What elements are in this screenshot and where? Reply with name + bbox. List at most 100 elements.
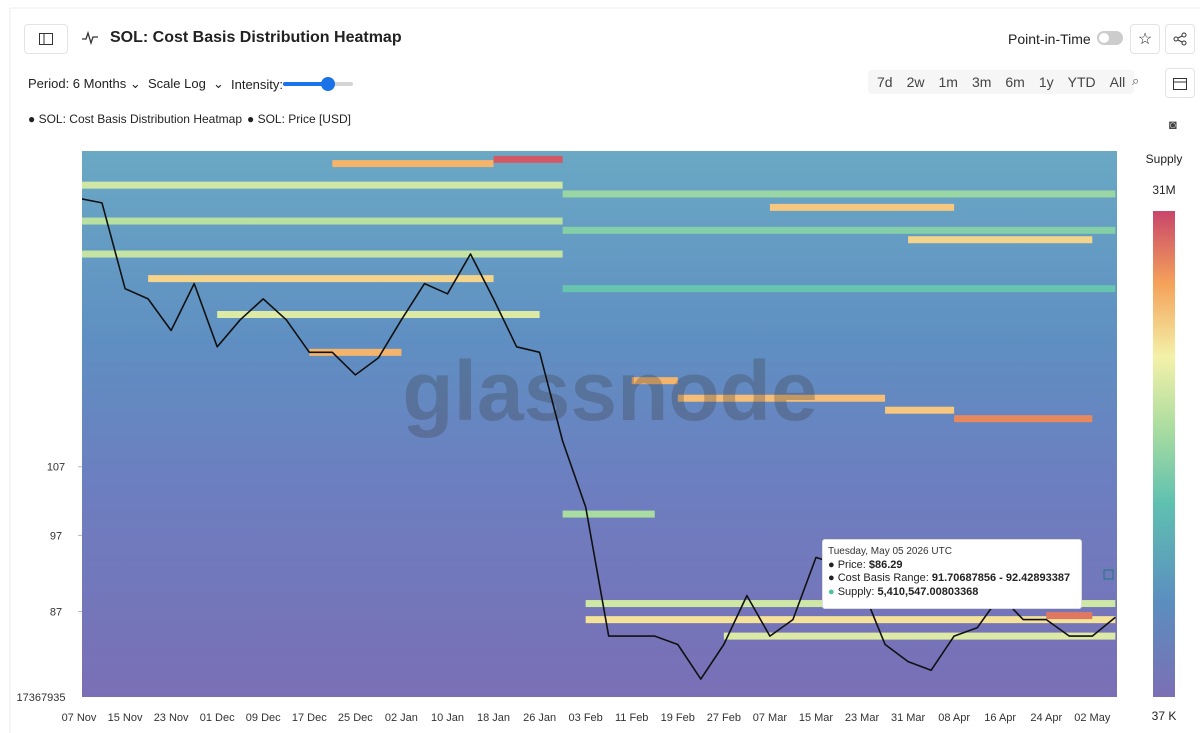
tooltip-row: ● Supply: 5,410,547.00803368 bbox=[828, 585, 979, 598]
hover-marker bbox=[1103, 569, 1114, 580]
heatmap-band bbox=[562, 190, 1116, 198]
calendar-button[interactable] bbox=[1165, 68, 1195, 98]
point-in-time-label: Point-in-Time bbox=[1008, 31, 1091, 47]
x-tick-label: 17 Dec bbox=[292, 712, 327, 724]
x-tick-label: 18 Jan bbox=[477, 712, 510, 724]
x-tick-label: 31 Mar bbox=[891, 712, 926, 724]
tooltip: Tuesday, May 05 2026 UTC ● Price: $86.29… bbox=[822, 539, 1082, 609]
scale-select[interactable]: Scale Log ⌄ bbox=[148, 76, 224, 91]
heatmap-band bbox=[585, 616, 1116, 624]
tooltip-row: ● Price: $86.29 bbox=[828, 558, 903, 571]
tooltip-date: Tuesday, May 05 2026 UTC bbox=[828, 546, 952, 557]
heatmap-band bbox=[82, 250, 563, 258]
y-tick-label: 107 bbox=[47, 462, 65, 474]
period-label: Period: 6 Months bbox=[28, 76, 127, 91]
x-tick-label: 24 Apr bbox=[1030, 712, 1062, 724]
legend-item: ● SOL: Price [USD] bbox=[247, 112, 351, 126]
heatmap-band bbox=[631, 377, 678, 385]
sidebar-toggle[interactable] bbox=[24, 24, 68, 54]
range-button[interactable]: 6m bbox=[1005, 74, 1025, 90]
x-tick-label: 03 Feb bbox=[569, 712, 603, 724]
range-button[interactable]: 7d bbox=[877, 74, 893, 90]
range-selector: 7d 2w 1m 3m 6m 1y YTD All bbox=[868, 70, 1135, 94]
colorbar-min: 37 K bbox=[1152, 709, 1177, 723]
x-tick-label: 10 Jan bbox=[431, 712, 464, 724]
x-tick-label: 19 Feb bbox=[661, 712, 695, 724]
x-tick-label: 02 May bbox=[1074, 712, 1111, 724]
legend-label: SOL: Cost Basis Distribution Heatmap bbox=[38, 112, 243, 126]
zoom-button[interactable]: ⌕ bbox=[1132, 73, 1140, 88]
heatmap-band bbox=[562, 285, 1116, 293]
colorbar bbox=[1153, 211, 1175, 697]
watermark: glassnode bbox=[402, 344, 817, 438]
point-in-time-toggle[interactable] bbox=[1097, 31, 1123, 45]
legend-label: SOL: Price [USD] bbox=[257, 112, 351, 126]
heatmap-band bbox=[309, 348, 402, 356]
range-button[interactable]: 3m bbox=[971, 74, 992, 90]
heatmap-band bbox=[217, 310, 540, 318]
heatmap-band bbox=[954, 415, 1093, 423]
heatmap-band bbox=[562, 226, 1116, 234]
icon bbox=[1173, 32, 1187, 46]
colorbar-max: 31M bbox=[1152, 183, 1175, 197]
range-button[interactable]: 1y bbox=[1038, 74, 1054, 90]
range-button[interactable]: YTD bbox=[1067, 74, 1096, 90]
heatmap-band bbox=[908, 236, 1093, 244]
heatmap-band bbox=[82, 217, 563, 225]
period-select[interactable]: Period: 6 Months ⌄ bbox=[28, 76, 141, 91]
heatmap-band bbox=[493, 155, 563, 163]
x-tick-label: 07 Nov bbox=[62, 712, 97, 724]
range-button[interactable]: 2w bbox=[906, 74, 925, 90]
heatmap-band bbox=[82, 181, 563, 189]
x-tick-label: 25 Dec bbox=[338, 712, 373, 724]
y-tick-label: 97 bbox=[50, 530, 62, 542]
heatmap-band bbox=[148, 275, 494, 283]
tooltip-row: ● Cost Basis Range: 91.70687856 - 92.428… bbox=[828, 572, 1071, 584]
star-button[interactable]: ☆ bbox=[1130, 24, 1160, 54]
share-button[interactable] bbox=[1165, 24, 1195, 54]
x-tick-label: 07 Mar bbox=[753, 712, 788, 724]
chart-icon bbox=[82, 31, 98, 45]
price-line bbox=[82, 198, 1116, 680]
icon bbox=[1173, 78, 1187, 90]
camera-button[interactable]: ◙ bbox=[1169, 117, 1177, 132]
x-tick-label: 02 Jan bbox=[385, 712, 418, 724]
legend-item: ● SOL: Cost Basis Distribution Heatmap bbox=[28, 112, 243, 126]
x-tick-label: 11 Feb bbox=[615, 712, 648, 724]
tooltip-label: Supply: bbox=[837, 585, 875, 598]
tooltip-value: 91.70687856 - 92.42893387 bbox=[931, 572, 1071, 584]
icon bbox=[39, 33, 53, 45]
page-title: SOL: Cost Basis Distribution Heatmap bbox=[110, 29, 402, 46]
x-tick-label: 15 Nov bbox=[108, 712, 143, 724]
x-tick-label: 15 Mar bbox=[799, 712, 834, 724]
heatmap-band bbox=[677, 394, 886, 402]
x-tick-label: 27 Feb bbox=[707, 712, 741, 724]
intensity-label: Intensity: bbox=[231, 77, 284, 92]
y-bottom-label: 17367935 bbox=[17, 692, 66, 704]
tooltip-value: 5,410,547.00803368 bbox=[877, 585, 979, 598]
x-tick-label: 26 Jan bbox=[523, 712, 556, 724]
heatmap-band bbox=[1046, 612, 1093, 620]
heatmap-band bbox=[723, 632, 1116, 640]
heatmap-band bbox=[332, 160, 494, 168]
heatmap-band bbox=[769, 203, 955, 211]
tooltip-label: Cost Basis Range: bbox=[837, 572, 929, 584]
x-tick-label: 08 Apr bbox=[938, 712, 970, 724]
x-tick-label: 23 Mar bbox=[845, 712, 880, 724]
x-tick-label: 09 Dec bbox=[246, 712, 281, 724]
colorbar-title: Supply bbox=[1146, 152, 1183, 166]
heatmap-band bbox=[562, 510, 655, 518]
intensity-slider[interactable] bbox=[283, 77, 353, 91]
range-button[interactable]: 1m bbox=[938, 74, 958, 90]
scale-label: Scale Log bbox=[148, 76, 206, 91]
tooltip-label: Price: bbox=[837, 558, 866, 571]
heatmap-band bbox=[885, 406, 955, 414]
x-tick-label: 23 Nov bbox=[154, 712, 189, 724]
tooltip-value: $86.29 bbox=[868, 558, 903, 571]
y-tick-label: 87 bbox=[50, 607, 62, 619]
range-button[interactable]: All bbox=[1109, 74, 1126, 90]
x-tick-label: 16 Apr bbox=[984, 712, 1016, 724]
x-tick-label: 01 Dec bbox=[200, 712, 235, 724]
